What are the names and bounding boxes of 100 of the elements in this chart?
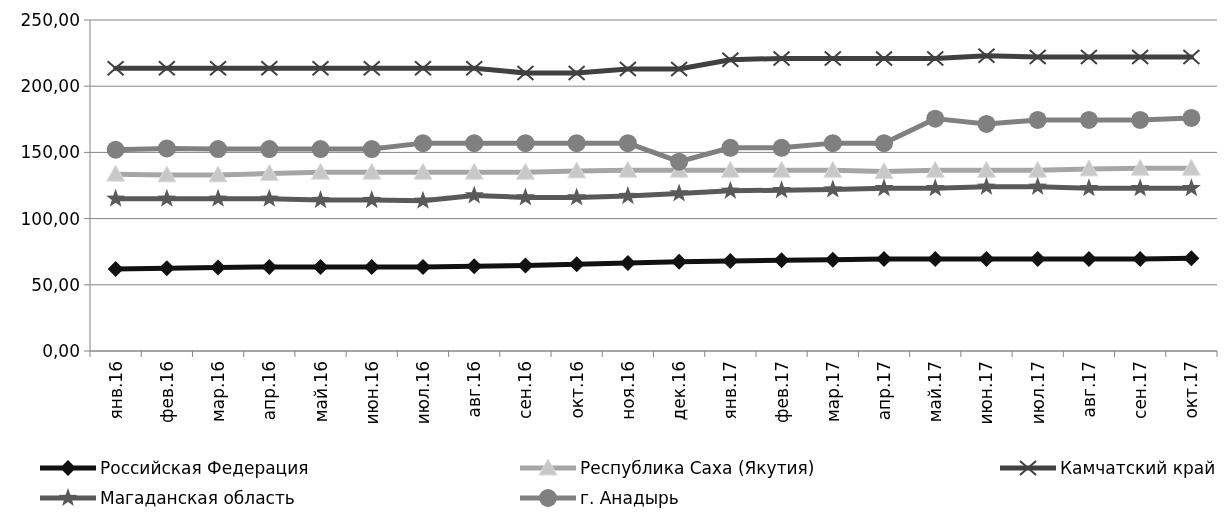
point: [208, 165, 228, 183]
point: [312, 258, 329, 275]
x-tick-label: фев.17: [771, 361, 792, 424]
x-tick-label: сен.16: [515, 361, 536, 419]
point: [106, 60, 125, 77]
point: [1029, 250, 1046, 267]
point: [618, 186, 638, 205]
x-tick-label: сен.17: [1130, 361, 1151, 419]
y-tick-label: 0,00: [42, 340, 80, 361]
point: [157, 60, 176, 77]
point: [516, 134, 535, 153]
x-tick-label: июл.17: [1027, 361, 1048, 425]
point: [465, 134, 484, 153]
point: [772, 138, 791, 157]
point: [925, 160, 945, 178]
x-tick-label: окт.17: [1181, 361, 1202, 419]
point: [1183, 250, 1200, 267]
point: [413, 190, 433, 209]
point: [721, 51, 740, 68]
x-tick-label: авг.17: [1078, 361, 1099, 418]
point: [1079, 110, 1098, 129]
point: [1182, 108, 1201, 127]
point: [515, 162, 535, 180]
point: [1182, 49, 1201, 66]
point: [926, 109, 945, 128]
point: [515, 187, 535, 206]
point: [1079, 159, 1099, 177]
point: [209, 60, 228, 77]
point: [259, 188, 279, 207]
y-tick-label: 200,00: [20, 76, 80, 97]
point: [720, 160, 740, 178]
point: [464, 162, 484, 180]
point: [311, 60, 330, 77]
point: [362, 60, 381, 77]
point: [311, 162, 331, 180]
point: [618, 60, 637, 77]
point: [618, 134, 637, 153]
y-tick-label: 250,00: [20, 9, 80, 30]
point: [157, 139, 176, 158]
x-tick-label: янв.17: [720, 361, 741, 420]
point: [311, 190, 331, 209]
x-tick-label: дек.16: [669, 361, 690, 421]
point: [874, 178, 894, 197]
point: [465, 60, 484, 77]
point: [1079, 49, 1098, 66]
x-tick-label: окт.16: [566, 361, 587, 419]
point: [157, 165, 177, 183]
point: [362, 162, 382, 180]
point: [1131, 110, 1150, 129]
point: [260, 60, 279, 77]
point: [669, 183, 689, 202]
point: [976, 160, 996, 178]
point: [413, 162, 433, 180]
x-tick-label: июн.17: [976, 361, 997, 425]
point: [823, 134, 842, 153]
point: [618, 160, 638, 178]
point: [1131, 49, 1150, 66]
point: [824, 251, 841, 268]
point: [259, 164, 279, 182]
point: [772, 160, 792, 178]
point: [720, 180, 740, 199]
point: [106, 188, 126, 207]
point: [1028, 110, 1047, 129]
point: [516, 64, 535, 81]
legend-label: Камчатский край: [1060, 457, 1216, 478]
x-tick-label: апр.17: [874, 361, 895, 421]
point: [413, 60, 432, 77]
point: [926, 50, 945, 67]
y-tick-label: 50,00: [31, 274, 80, 295]
point: [1130, 178, 1150, 197]
point: [823, 50, 842, 67]
point: [773, 252, 790, 269]
point: [567, 64, 586, 81]
y-tick-label: 150,00: [20, 142, 80, 163]
point: [1028, 49, 1047, 66]
point: [1028, 176, 1048, 195]
point: [1028, 160, 1048, 178]
point: [874, 162, 894, 180]
point: [261, 258, 278, 275]
legend-label: Магаданская область: [100, 487, 295, 508]
point: [1130, 158, 1150, 176]
point: [157, 188, 177, 207]
point: [978, 250, 995, 267]
point: [208, 188, 228, 207]
point: [875, 50, 894, 67]
point: [107, 260, 124, 277]
point: [670, 60, 689, 77]
point: [567, 161, 587, 179]
y-tick-label: 100,00: [20, 208, 80, 229]
point: [772, 50, 791, 67]
x-tick-label: апр.16: [259, 361, 280, 421]
x-tick-label: май.17: [925, 361, 946, 423]
point: [567, 134, 586, 153]
x-tick-label: мар.16: [208, 361, 229, 423]
point: [1181, 178, 1201, 197]
point: [823, 179, 843, 198]
point: [977, 114, 996, 133]
x-tick-label: авг.16: [464, 361, 485, 418]
point: [1181, 158, 1201, 176]
x-tick-label: июл.16: [412, 361, 433, 425]
